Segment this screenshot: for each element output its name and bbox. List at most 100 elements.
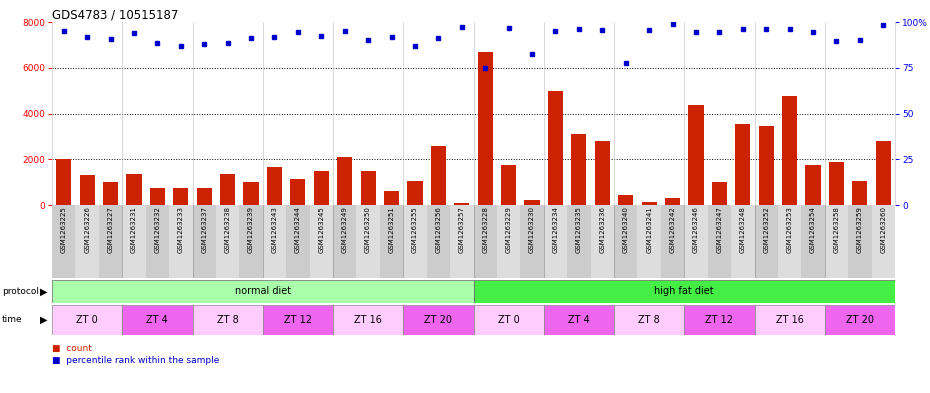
- Bar: [688, 105, 704, 205]
- Bar: [594, 141, 610, 205]
- Bar: [501, 165, 516, 205]
- Bar: [193, 205, 216, 278]
- Text: ZT 12: ZT 12: [705, 315, 734, 325]
- Text: ZT 0: ZT 0: [76, 315, 98, 325]
- Text: GSM1263259: GSM1263259: [857, 206, 863, 253]
- Bar: [525, 200, 539, 205]
- Bar: [825, 305, 895, 335]
- Bar: [802, 205, 825, 278]
- Bar: [52, 280, 473, 303]
- Bar: [684, 205, 708, 278]
- Bar: [103, 182, 118, 205]
- Bar: [544, 205, 567, 278]
- Bar: [427, 205, 450, 278]
- Bar: [567, 205, 591, 278]
- Text: GSM1263255: GSM1263255: [412, 206, 418, 253]
- Text: GSM1263227: GSM1263227: [108, 206, 113, 253]
- Text: GSM1263248: GSM1263248: [739, 206, 746, 253]
- Text: ZT 16: ZT 16: [776, 315, 804, 325]
- Text: GSM1263230: GSM1263230: [529, 206, 535, 253]
- Bar: [848, 205, 871, 278]
- Bar: [614, 305, 684, 335]
- Bar: [754, 205, 777, 278]
- Text: GSM1263229: GSM1263229: [506, 206, 512, 253]
- Bar: [684, 305, 754, 335]
- Bar: [356, 205, 379, 278]
- Text: GSM1263249: GSM1263249: [341, 206, 348, 253]
- Bar: [731, 205, 754, 278]
- Text: GSM1263236: GSM1263236: [599, 206, 605, 253]
- Bar: [267, 167, 282, 205]
- Bar: [56, 159, 72, 205]
- Text: GSM1263247: GSM1263247: [716, 206, 723, 253]
- Text: GSM1263225: GSM1263225: [60, 206, 67, 253]
- Bar: [876, 141, 891, 205]
- Text: GSM1263244: GSM1263244: [295, 206, 301, 253]
- Text: ZT 12: ZT 12: [284, 315, 312, 325]
- Text: ▶: ▶: [40, 286, 47, 296]
- Text: ZT 0: ZT 0: [498, 315, 520, 325]
- Text: GSM1263243: GSM1263243: [272, 206, 277, 253]
- Text: GSM1263251: GSM1263251: [389, 206, 394, 253]
- Bar: [337, 157, 352, 205]
- Bar: [313, 171, 329, 205]
- Text: ■  percentile rank within the sample: ■ percentile rank within the sample: [52, 356, 219, 365]
- Bar: [614, 205, 637, 278]
- Bar: [404, 305, 473, 335]
- Text: ZT 4: ZT 4: [568, 315, 590, 325]
- Text: GSM1263233: GSM1263233: [178, 206, 184, 253]
- Text: GSM1263238: GSM1263238: [225, 206, 231, 253]
- Bar: [75, 205, 99, 278]
- Bar: [286, 205, 310, 278]
- Text: protocol: protocol: [2, 287, 39, 296]
- Bar: [736, 124, 751, 205]
- Bar: [618, 195, 633, 205]
- Text: GSM1263239: GSM1263239: [248, 206, 254, 253]
- Bar: [544, 305, 614, 335]
- Bar: [754, 305, 825, 335]
- Bar: [759, 126, 774, 205]
- Bar: [829, 162, 844, 205]
- Text: ■  count: ■ count: [52, 344, 92, 353]
- Bar: [99, 205, 122, 278]
- Bar: [384, 191, 399, 205]
- Bar: [473, 205, 497, 278]
- Bar: [431, 145, 446, 205]
- Bar: [478, 52, 493, 205]
- Text: ▶: ▶: [40, 315, 47, 325]
- Bar: [711, 182, 727, 205]
- Bar: [404, 205, 427, 278]
- Bar: [126, 174, 141, 205]
- Bar: [239, 205, 263, 278]
- Bar: [146, 205, 169, 278]
- Text: ZT 8: ZT 8: [217, 315, 238, 325]
- Bar: [361, 171, 376, 205]
- Bar: [805, 165, 820, 205]
- Bar: [196, 188, 212, 205]
- Bar: [122, 305, 193, 335]
- Text: normal diet: normal diet: [234, 286, 291, 296]
- Text: GSM1263235: GSM1263235: [576, 206, 582, 253]
- Bar: [52, 305, 122, 335]
- Text: GSM1263234: GSM1263234: [552, 206, 558, 253]
- Text: GSM1263237: GSM1263237: [201, 206, 207, 253]
- Bar: [169, 205, 193, 278]
- Text: ZT 4: ZT 4: [147, 315, 168, 325]
- Bar: [782, 96, 797, 205]
- Bar: [450, 205, 473, 278]
- Text: GSM1263240: GSM1263240: [623, 206, 629, 253]
- Bar: [122, 205, 146, 278]
- Bar: [333, 205, 356, 278]
- Text: GSM1263231: GSM1263231: [131, 206, 137, 253]
- Bar: [661, 205, 684, 278]
- Bar: [263, 205, 286, 278]
- Text: GSM1263241: GSM1263241: [646, 206, 652, 253]
- Bar: [150, 188, 165, 205]
- Bar: [310, 205, 333, 278]
- Bar: [263, 305, 333, 335]
- Bar: [473, 280, 895, 303]
- Bar: [173, 188, 189, 205]
- Bar: [708, 205, 731, 278]
- Text: GSM1263254: GSM1263254: [810, 206, 816, 253]
- Text: ZT 8: ZT 8: [638, 315, 660, 325]
